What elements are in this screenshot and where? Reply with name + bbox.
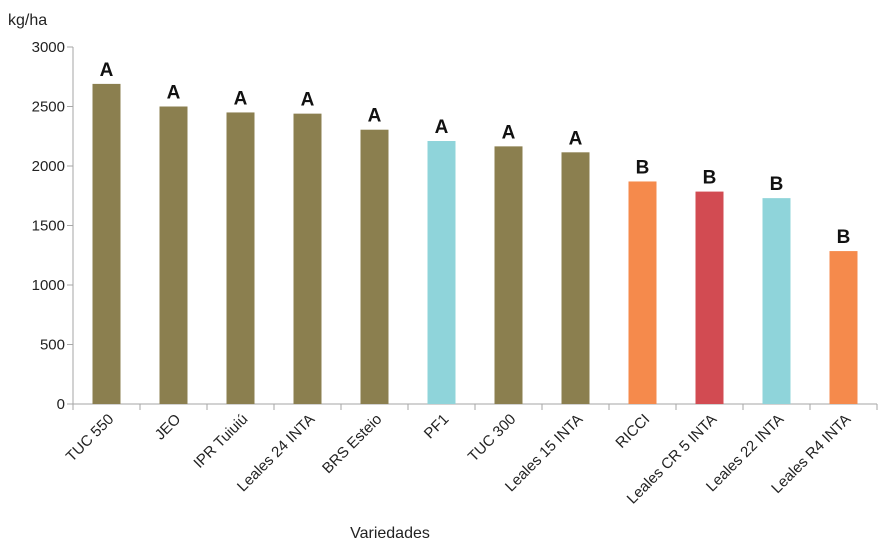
x-category-label: JEO <box>152 411 185 444</box>
y-axis-ticks: 0 500 1000 1500 2000 2500 3000 <box>32 39 73 413</box>
x-category-label: IPR Tuiuiú <box>190 411 251 472</box>
x-category-label: RICCI <box>612 411 653 452</box>
x-category-label: BRS Esteio <box>319 411 385 477</box>
bar <box>360 129 389 404</box>
bar <box>695 191 724 404</box>
significance-letter: A <box>502 122 516 143</box>
bar <box>92 83 121 404</box>
bar <box>159 106 188 404</box>
y-tick-label: 0 <box>57 396 65 413</box>
x-category-label: TUC 300 <box>465 411 519 465</box>
significance-letter: A <box>368 106 382 127</box>
significance-letter: B <box>837 227 851 248</box>
bar <box>293 113 322 404</box>
significance-letter: A <box>435 117 449 138</box>
x-category-label: PF1 <box>421 411 452 442</box>
y-tick-label: 3000 <box>32 39 65 56</box>
significance-letter: A <box>301 90 315 111</box>
bar <box>427 141 456 404</box>
significance-letter: A <box>167 83 181 104</box>
y-tick-label: 500 <box>40 337 65 354</box>
significance-letter: B <box>703 168 717 189</box>
significance-letter: A <box>100 60 114 81</box>
bar <box>829 251 858 404</box>
significance-letter: A <box>569 128 583 149</box>
y-tick-label: 2000 <box>32 158 65 175</box>
x-axis-ticks <box>72 404 878 410</box>
bar <box>628 181 657 404</box>
significance-letter: B <box>636 157 650 178</box>
bars-group <box>92 83 858 405</box>
bar <box>561 152 590 404</box>
y-tick-label: 1500 <box>32 218 65 235</box>
y-tick-label: 1000 <box>32 277 65 294</box>
x-category-label: TUC 550 <box>63 411 117 465</box>
bar <box>226 112 255 404</box>
y-axis-title: kg/ha <box>8 12 47 29</box>
x-axis-title: Variedades <box>350 525 430 542</box>
bar <box>762 198 791 404</box>
y-tick-label: 2500 <box>32 99 65 116</box>
significance-labels: A A A A A A A A B B B B <box>100 60 851 248</box>
significance-letter: B <box>770 174 784 195</box>
significance-letter: A <box>234 88 248 109</box>
bar <box>494 146 523 405</box>
